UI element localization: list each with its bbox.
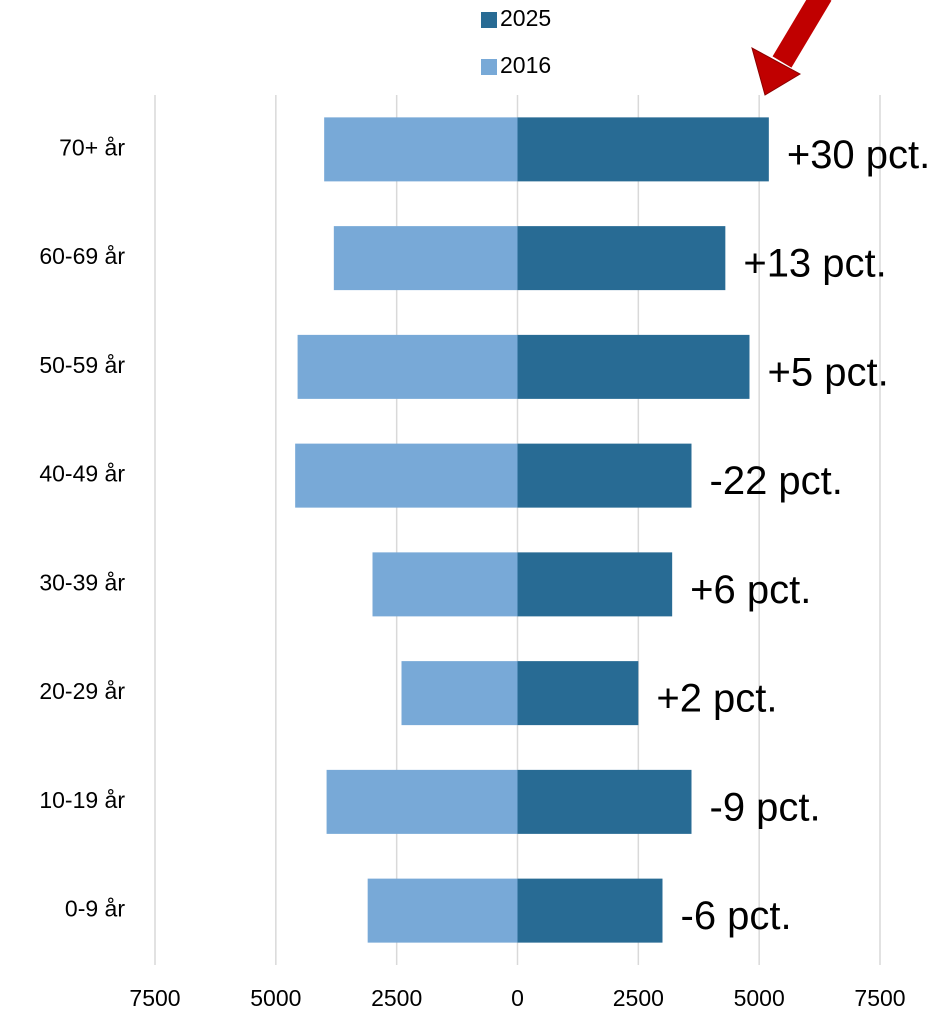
annotation: -22 pct. [710, 459, 843, 503]
bar [372, 552, 518, 617]
bar [517, 334, 750, 399]
y-tick-label: 20-29 år [39, 678, 125, 704]
y-tick-label: 0-9 år [65, 896, 125, 922]
bar [295, 443, 518, 508]
legend-swatch [481, 12, 497, 28]
annotation: -6 pct. [681, 894, 792, 938]
y-tick-label: 60-69 år [39, 243, 125, 269]
bar [517, 117, 769, 182]
bar [326, 769, 518, 834]
bar [517, 552, 673, 617]
bar [324, 117, 518, 182]
x-tick-label: 2500 [613, 985, 664, 1011]
legend-swatch [481, 59, 497, 75]
bar [517, 878, 663, 943]
bar [367, 878, 518, 943]
annotation: -9 pct. [710, 785, 821, 829]
legend-label: 2025 [500, 5, 551, 31]
bar [517, 226, 726, 291]
bar [517, 443, 692, 508]
y-tick-label: 50-59 år [39, 352, 125, 378]
y-tick-label: 10-19 år [39, 787, 125, 813]
arrow-shaft [772, 0, 832, 68]
annotation: +30 pct. [787, 133, 930, 177]
x-tick-label: 0 [511, 985, 524, 1011]
bar [517, 661, 639, 726]
annotation: +5 pct. [768, 350, 889, 394]
arrow-head [751, 47, 802, 96]
bar [297, 334, 518, 399]
y-tick-label: 40-49 år [39, 461, 125, 487]
annotation: +2 pct. [656, 677, 777, 721]
bar [401, 661, 518, 726]
y-tick-label: 70+ år [59, 134, 125, 160]
x-tick-label: 2500 [371, 985, 422, 1011]
x-tick-label: 7500 [854, 985, 905, 1011]
annotation: +13 pct. [743, 242, 886, 286]
x-tick-label: 5000 [734, 985, 785, 1011]
annotation: +6 pct. [690, 568, 811, 612]
arrow [751, 0, 832, 96]
y-tick-label: 30-39 år [39, 569, 125, 595]
bar [333, 226, 518, 291]
x-tick-label: 5000 [250, 985, 301, 1011]
x-tick-label: 7500 [129, 985, 180, 1011]
bar [517, 769, 692, 834]
legend-label: 2016 [500, 52, 551, 78]
